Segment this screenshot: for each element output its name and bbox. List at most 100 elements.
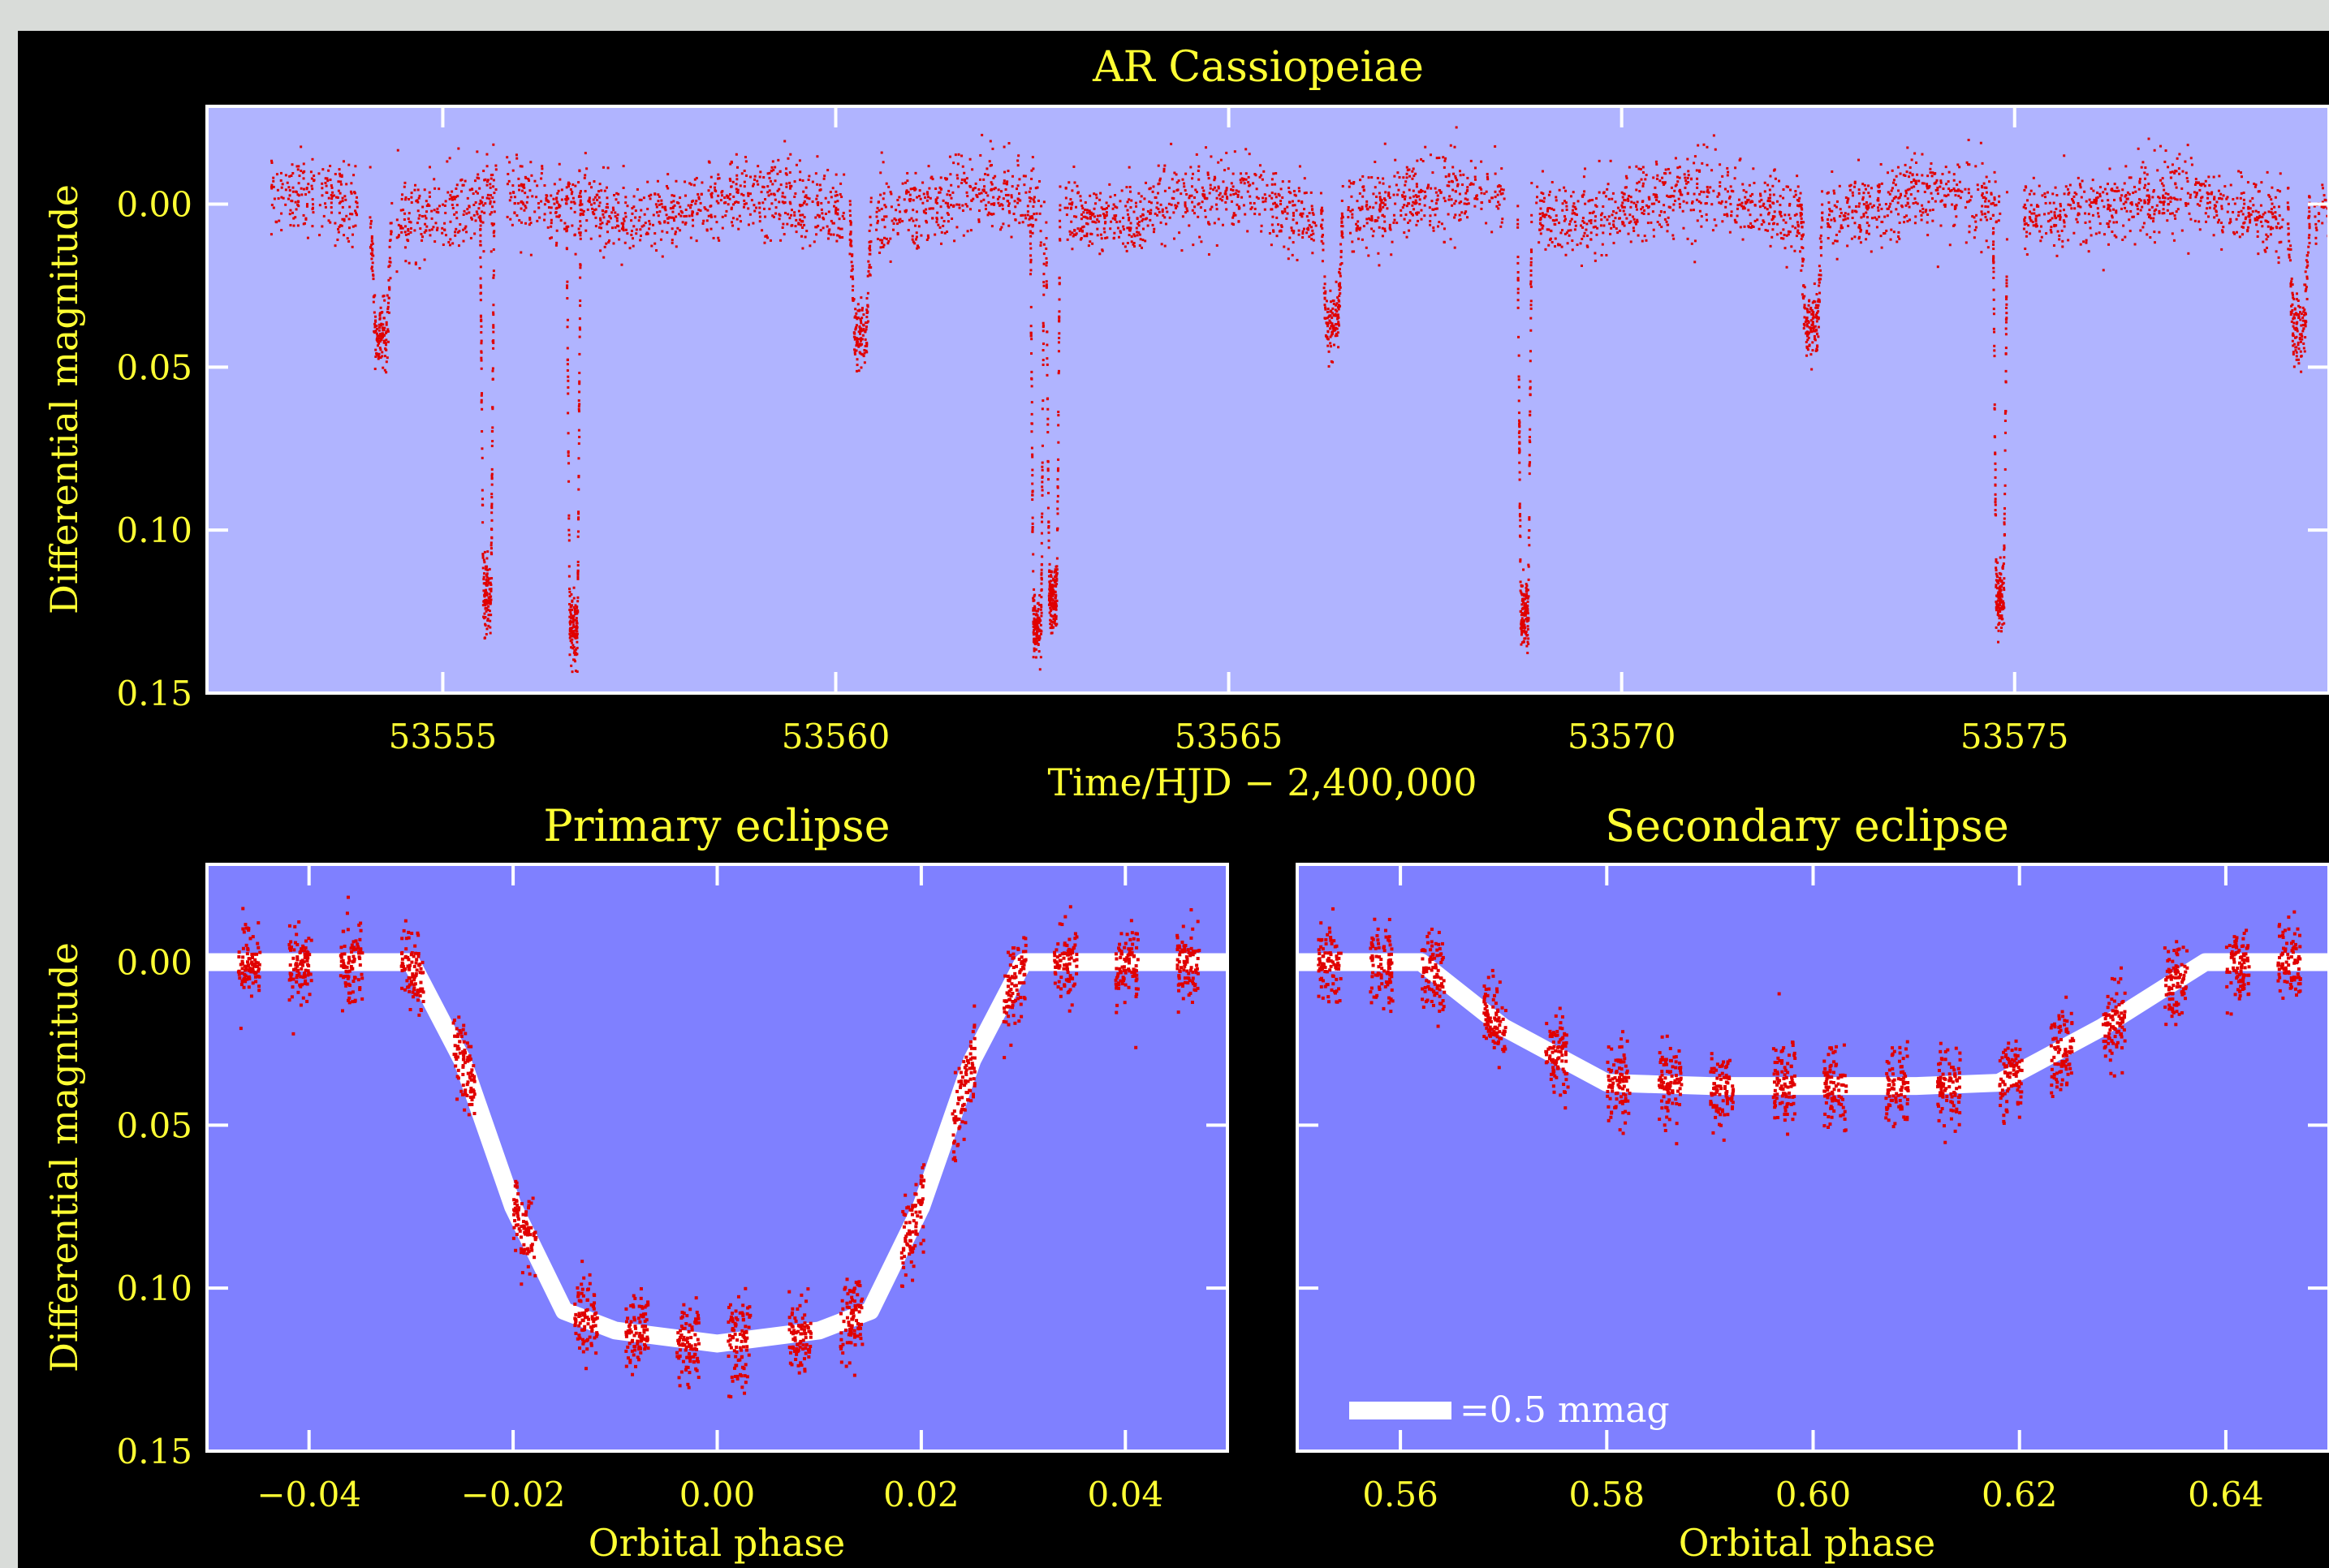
data-point	[1666, 230, 1669, 233]
data-point	[518, 188, 521, 192]
data-point	[2246, 230, 2249, 233]
data-point	[889, 237, 892, 240]
data-point	[673, 204, 676, 207]
data-point	[1365, 200, 1369, 203]
data-point	[925, 238, 929, 241]
data-point	[977, 218, 981, 222]
data-point	[1378, 198, 1382, 201]
data-point	[1072, 165, 1076, 168]
data-point	[748, 192, 752, 196]
data-point	[635, 232, 638, 235]
data-point	[1598, 191, 1601, 194]
data-point	[921, 181, 925, 184]
data-point	[1668, 206, 1671, 209]
data-point	[1116, 226, 1119, 230]
eclipse-point	[578, 372, 581, 375]
data-point	[345, 183, 348, 186]
data-point	[1372, 230, 1375, 233]
data-point	[1572, 212, 1576, 215]
data-point	[1604, 195, 1607, 198]
data-point	[1221, 223, 1224, 226]
data-point	[1081, 207, 1085, 210]
data-point	[2096, 207, 2099, 210]
data-point	[565, 199, 568, 202]
data-point	[2264, 250, 2267, 253]
data-point	[918, 189, 921, 192]
eclipse-point	[1046, 397, 1050, 400]
data-point	[739, 184, 742, 187]
eclipse-point	[567, 386, 570, 389]
data-point	[592, 198, 595, 201]
data-point	[1629, 220, 1632, 223]
data-point	[1576, 243, 1579, 247]
eclipse-point	[1031, 516, 1034, 519]
data-point	[2236, 196, 2239, 200]
data-point	[1572, 191, 1575, 194]
data-point	[2128, 176, 2131, 179]
data-point	[966, 205, 969, 208]
data-point	[1002, 222, 1005, 226]
eclipse-point	[1036, 617, 1039, 620]
eclipse-point	[1055, 605, 1059, 608]
data-point	[489, 183, 492, 186]
data-point	[935, 221, 938, 224]
data-point	[1466, 198, 1469, 201]
data-point	[785, 182, 788, 185]
data-point	[1967, 138, 1970, 141]
data-point	[2163, 188, 2166, 192]
data-point	[1499, 190, 1502, 193]
eclipse-point	[1041, 461, 1044, 464]
data-point	[1031, 217, 1034, 220]
eclipse-point	[1052, 599, 1055, 602]
data-point	[2215, 209, 2218, 213]
data-point	[618, 229, 621, 232]
data-point	[1415, 185, 1418, 188]
data-point	[1031, 156, 1034, 159]
data-point	[1887, 191, 1890, 194]
data-point	[2143, 186, 2146, 189]
data-point	[2271, 226, 2275, 230]
data-point	[715, 200, 718, 203]
data-point	[1853, 185, 1857, 188]
data-point	[1281, 196, 1284, 199]
data-point	[1869, 202, 1872, 205]
data-point	[1894, 183, 1897, 187]
eclipse-point	[488, 599, 491, 602]
data-point	[1197, 215, 1200, 218]
data-point	[2164, 192, 2167, 195]
data-point	[2273, 205, 2276, 209]
data-point	[1126, 200, 1129, 204]
data-point	[403, 246, 407, 249]
data-point	[806, 196, 809, 200]
data-point	[486, 179, 490, 182]
data-point	[2029, 204, 2033, 207]
data-point	[1300, 215, 1304, 218]
data-point	[2032, 176, 2035, 179]
data-point	[938, 226, 942, 229]
data-point	[905, 190, 908, 193]
data-point	[297, 194, 300, 197]
data-point	[1548, 190, 1551, 193]
data-point	[1436, 225, 1439, 228]
eclipse-point	[568, 630, 571, 633]
data-point	[2251, 196, 2254, 200]
eclipse-point	[1049, 622, 1052, 626]
data-point	[1792, 195, 1796, 198]
data-point	[345, 214, 348, 218]
data-point	[1857, 158, 1861, 162]
data-point	[679, 229, 682, 232]
data-point	[890, 192, 893, 196]
data-point	[425, 200, 428, 203]
data-point	[964, 181, 968, 184]
data-point	[950, 183, 953, 187]
data-point	[907, 229, 910, 232]
eclipse-point	[566, 363, 569, 366]
data-point	[730, 161, 733, 164]
data-point	[1374, 201, 1378, 205]
data-point	[674, 230, 677, 234]
data-point	[1064, 187, 1067, 190]
data-point	[1007, 193, 1010, 196]
data-point	[986, 174, 990, 177]
data-point	[974, 182, 977, 185]
data-point	[573, 202, 576, 205]
